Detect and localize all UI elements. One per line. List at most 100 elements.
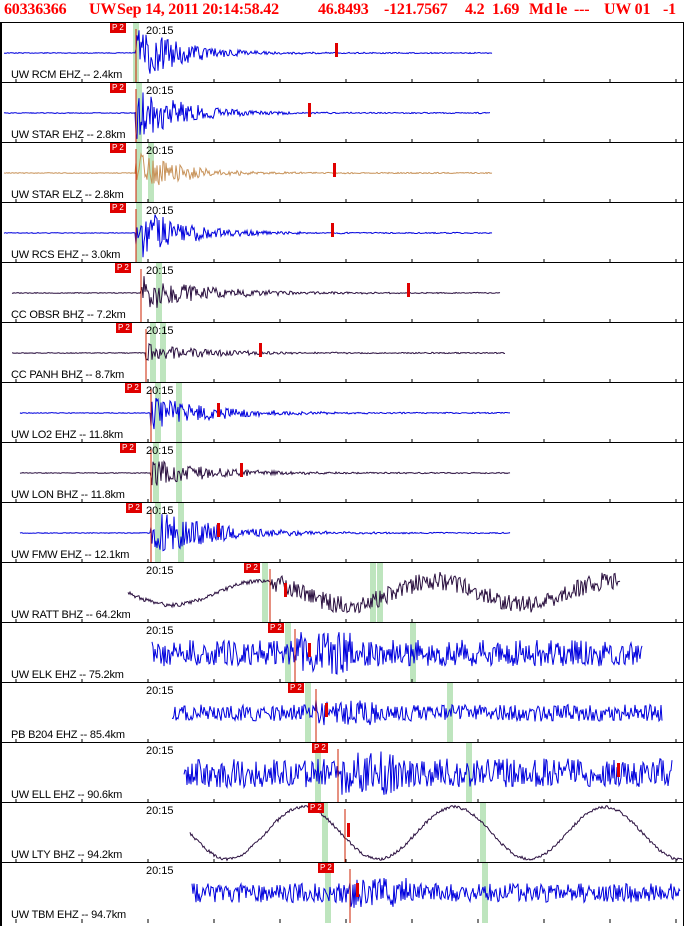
coda-marker[interactable]: [217, 403, 220, 417]
p-pick-badge[interactable]: P 2: [110, 143, 126, 153]
waveform-trace: [19, 397, 510, 430]
event-flag: -1: [663, 1, 676, 18]
pick-window: [136, 203, 142, 263]
trace-row[interactable]: P 2 20:15 UW LTY BHZ -- 94.2km: [0, 802, 684, 863]
pick-window: [176, 443, 182, 503]
pick-window: [262, 563, 268, 623]
coda-marker[interactable]: [333, 163, 336, 177]
p-pick-badge[interactable]: P 2: [312, 743, 328, 753]
p-pick-badge[interactable]: P 2: [116, 323, 132, 333]
waveform-trace: [189, 804, 683, 862]
pick-window: [447, 683, 453, 743]
event-magnitude: 1.69: [492, 1, 520, 18]
time-label: 20:15: [146, 445, 174, 457]
station-label: UW LTY BHZ -- 94.2km: [11, 849, 123, 861]
time-label: 20:15: [146, 805, 174, 817]
coda-marker[interactable]: [259, 343, 262, 357]
p-pick-badge[interactable]: P 2: [125, 383, 141, 393]
coda-marker[interactable]: [308, 103, 311, 117]
p-pick-badge[interactable]: P 2: [120, 443, 136, 453]
p-pick-badge[interactable]: P 2: [115, 263, 131, 273]
waveform-canvas: [15, 803, 683, 863]
station-label: CC PANH BHZ -- 8.7km: [11, 369, 125, 381]
trace-row[interactable]: P 2 20:15 UW FMW EHZ -- 12.1km: [0, 502, 684, 563]
trace-row[interactable]: P 2 20:15 UW ELL EHZ -- 90.6km: [0, 742, 684, 803]
trace-row[interactable]: P 2 20:15 CC PANH BHZ -- 8.7km: [0, 322, 684, 383]
coda-marker[interactable]: [217, 523, 220, 537]
station-label: UW ELK EHZ -- 75.2km: [11, 669, 124, 681]
coda-marker[interactable]: [347, 823, 350, 837]
station-label: UW STAR EHZ -- 2.8km: [11, 129, 126, 141]
coda-marker[interactable]: [407, 283, 410, 297]
time-label: 20:15: [146, 745, 174, 757]
coda-marker[interactable]: [331, 223, 334, 237]
waveform-trace: [3, 30, 493, 74]
event-lon: -121.7567: [384, 1, 448, 18]
station-label: CC OBSR BHZ -- 7.2km: [11, 309, 126, 321]
coda-marker[interactable]: [308, 643, 311, 657]
waveform-trace: [19, 514, 511, 552]
pick-window: [178, 503, 184, 563]
coda-marker[interactable]: [284, 583, 287, 597]
station-label: UW STAR ELZ -- 2.8km: [11, 189, 124, 201]
waveform-trace: [183, 751, 673, 795]
trace-row[interactable]: P 2 20:15 UW STAR ELZ -- 2.8km: [0, 142, 684, 203]
trace-row[interactable]: P 2 20:15 UW RCS EHZ -- 3.0km: [0, 202, 684, 263]
pick-window: [322, 803, 328, 863]
event-datetime: Sep 14, 2011 20:14:58.42: [117, 1, 279, 18]
p-pick-badge[interactable]: P 2: [244, 563, 260, 573]
coda-marker[interactable]: [335, 43, 338, 57]
p-pick-badge[interactable]: P 2: [126, 503, 142, 513]
coda-marker[interactable]: [325, 703, 328, 717]
waveform-trace: [191, 877, 681, 908]
time-label: 20:15: [146, 85, 174, 97]
waveform-trace: [3, 152, 493, 186]
waveform-canvas: [3, 203, 677, 263]
waveform-canvas: [12, 323, 677, 383]
station-label: UW LON BHZ -- 11.8km: [11, 489, 125, 501]
coda-marker[interactable]: [617, 763, 620, 777]
trace-row[interactable]: P 2 20:15 UW LO2 EHZ -- 11.8km: [0, 382, 684, 443]
waveform-canvas: [15, 863, 681, 923]
trace-row[interactable]: P 2 20:15 CC OBSR BHZ -- 7.2km: [0, 262, 684, 323]
waveform-trace: [3, 92, 491, 139]
p-pick-badge[interactable]: P 2: [110, 83, 126, 93]
time-label: 20:15: [146, 25, 174, 37]
station-label: PB B204 EHZ -- 85.4km: [11, 729, 125, 741]
waveform-trace: [19, 460, 511, 486]
trace-row[interactable]: P 2 20:15 UW RCM EHZ -- 2.4km: [0, 22, 684, 83]
event-depth: 4.2: [465, 1, 485, 18]
trace-row[interactable]: P 2 20:15 PB B204 EHZ -- 85.4km: [0, 682, 684, 743]
time-label: 20:15: [146, 385, 174, 397]
pick-window: [482, 863, 488, 923]
pick-window: [155, 383, 161, 443]
trace-row[interactable]: P 2 20:15 UW ELK EHZ -- 75.2km: [0, 622, 684, 683]
p-pick-badge[interactable]: P 2: [288, 683, 304, 693]
pick-window: [305, 683, 311, 743]
p-pick-badge[interactable]: P 2: [268, 623, 284, 633]
time-label: 20:15: [146, 625, 174, 637]
trace-row[interactable]: P 2 20:15 UW TBM EHZ -- 94.7km: [0, 862, 684, 923]
coda-marker[interactable]: [240, 463, 243, 477]
trace-row[interactable]: P 2 20:15 UW RATT BHZ -- 64.2km: [0, 562, 684, 623]
waveform-canvas: [15, 563, 677, 623]
p-pick-badge[interactable]: P 2: [308, 803, 324, 813]
time-label: 20:15: [146, 505, 174, 517]
trace-row[interactable]: P 2 20:15 UW LON BHZ -- 11.8km: [0, 442, 684, 503]
p-pick-badge[interactable]: P 2: [318, 863, 334, 873]
waveform-trace: [11, 276, 501, 308]
waveform-trace: [127, 571, 621, 614]
event-source: UW 01: [604, 1, 651, 18]
station-label: UW RCS EHZ -- 3.0km: [11, 249, 121, 261]
coda-marker[interactable]: [356, 883, 359, 897]
waveform-canvas: [15, 443, 677, 503]
event-extra: ---: [574, 1, 590, 18]
p-pick-badge[interactable]: P 2: [110, 23, 126, 33]
trace-row[interactable]: P 2 20:15 UW STAR EHZ -- 2.8km: [0, 82, 684, 143]
event-type: le: [556, 1, 568, 18]
p-pick-badge[interactable]: P 2: [110, 203, 126, 213]
pick-window: [153, 443, 159, 503]
station-label: UW RCM EHZ -- 2.4km: [11, 69, 123, 81]
station-label: UW ELL EHZ -- 90.6km: [11, 789, 123, 801]
waveform-canvas: [15, 743, 677, 803]
